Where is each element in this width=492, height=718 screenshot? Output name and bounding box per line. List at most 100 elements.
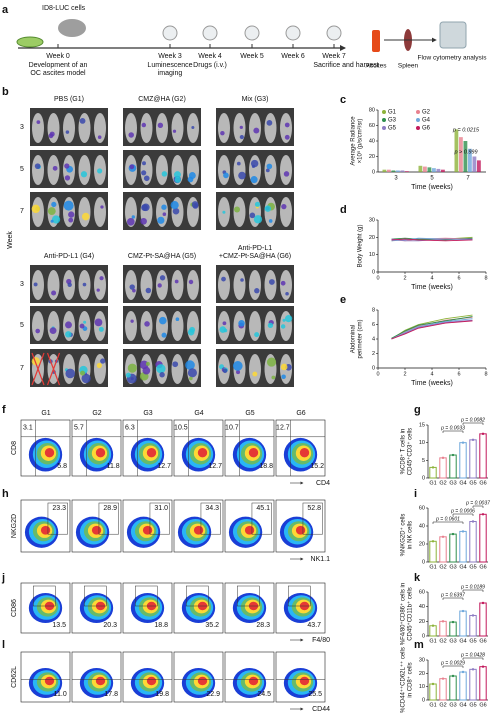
mouse	[63, 113, 75, 143]
bar	[479, 433, 487, 479]
signal	[65, 331, 72, 338]
y-tick-label: 4	[372, 336, 375, 342]
week-axis-label: Week	[7, 231, 14, 249]
signal	[172, 129, 177, 133]
signal	[82, 282, 87, 287]
signal	[232, 361, 243, 371]
mouse	[187, 197, 199, 227]
panel-label: h	[2, 488, 9, 500]
y-axis-label: ×10⁵ (p/s/cm²/sr)	[357, 119, 364, 164]
signal	[65, 321, 72, 329]
bar	[396, 170, 400, 172]
mouse	[280, 113, 292, 143]
panel-label: j	[1, 572, 5, 584]
signal	[67, 282, 72, 287]
signal	[268, 279, 275, 285]
signal	[266, 119, 273, 126]
x-tick-label: 6	[457, 275, 460, 281]
panel-label: l	[2, 639, 5, 651]
panel-label: m	[414, 639, 424, 651]
bar	[449, 675, 457, 701]
density	[248, 676, 259, 686]
gate	[149, 502, 170, 535]
bar	[432, 168, 436, 172]
p-value: p = 0.0428	[460, 652, 485, 658]
group-title: Anti-PD-L1 (G4)	[44, 253, 94, 260]
bar-dot	[461, 609, 465, 613]
signal	[268, 219, 273, 223]
significance-bracket	[442, 665, 464, 668]
mouse	[78, 155, 91, 185]
signal	[80, 171, 88, 178]
signal	[141, 122, 147, 128]
x-tick-label: 8	[484, 275, 487, 281]
panel-label: d	[340, 204, 347, 216]
bar	[454, 129, 459, 172]
signal	[250, 176, 258, 184]
bar	[405, 171, 409, 172]
x-tick-label: G3	[449, 480, 456, 486]
bar	[429, 683, 437, 701]
gate-percent: 10.5	[174, 425, 188, 432]
bar-dot	[431, 466, 435, 469]
bar-dot	[441, 620, 445, 623]
step-description: Drugs (i.v.)	[193, 62, 227, 69]
x-tick-label: 4	[430, 371, 433, 377]
bar-dot	[471, 438, 475, 442]
signal	[238, 319, 245, 327]
signal	[285, 291, 289, 296]
signal	[254, 201, 261, 207]
bar-dot	[431, 624, 435, 627]
signal	[188, 172, 196, 179]
x-tick-label: G5	[469, 638, 476, 644]
bar-dot	[461, 670, 465, 674]
gate-percent: 15.2	[310, 463, 324, 470]
y-tick-label: 0	[372, 269, 375, 275]
cells-label: ID8-LUC cells	[42, 5, 86, 12]
signal	[79, 117, 86, 124]
signal	[100, 358, 106, 364]
density	[197, 676, 208, 686]
density	[44, 448, 55, 458]
signal	[222, 368, 228, 374]
density	[244, 525, 255, 535]
signal	[142, 161, 146, 166]
mouse	[32, 155, 44, 185]
bar	[441, 169, 445, 172]
bar	[459, 137, 463, 172]
x-tick-label: 0	[376, 371, 379, 377]
mouse	[171, 354, 184, 384]
signal	[189, 326, 196, 333]
legend-swatch	[416, 118, 420, 122]
signal	[125, 372, 131, 378]
gate-percent: 12.7	[157, 463, 171, 470]
gate-percent: 18.8	[154, 622, 168, 629]
step-description: OC ascites model	[30, 70, 86, 77]
legend-label: G6	[422, 126, 431, 132]
timeline-art	[16, 19, 467, 52]
gate-percent: 17.8	[104, 691, 118, 698]
flow-x-label: CD44	[312, 706, 330, 713]
bar-dot	[441, 535, 445, 538]
bar-dot	[471, 520, 475, 523]
week-label: Week 3	[158, 53, 182, 60]
gate-percent: 28.3	[256, 622, 270, 629]
significance-bracket	[462, 589, 484, 592]
mouse	[264, 113, 277, 143]
y-tick-label: 20	[369, 154, 375, 160]
mouse	[233, 270, 246, 300]
p-value: p = 0.0189	[460, 584, 485, 590]
bar	[439, 678, 447, 701]
gate-percent: 5.8	[57, 463, 67, 470]
density	[295, 525, 306, 535]
mouse	[233, 155, 246, 185]
signal	[63, 200, 74, 211]
signal	[236, 161, 241, 166]
mouse	[171, 113, 184, 143]
ascites-tube	[372, 30, 380, 52]
mouse	[218, 155, 230, 185]
y-axis-label: perimeter (cm)	[358, 319, 364, 358]
y-tick-label: 0	[422, 559, 425, 565]
mouse	[171, 311, 184, 341]
